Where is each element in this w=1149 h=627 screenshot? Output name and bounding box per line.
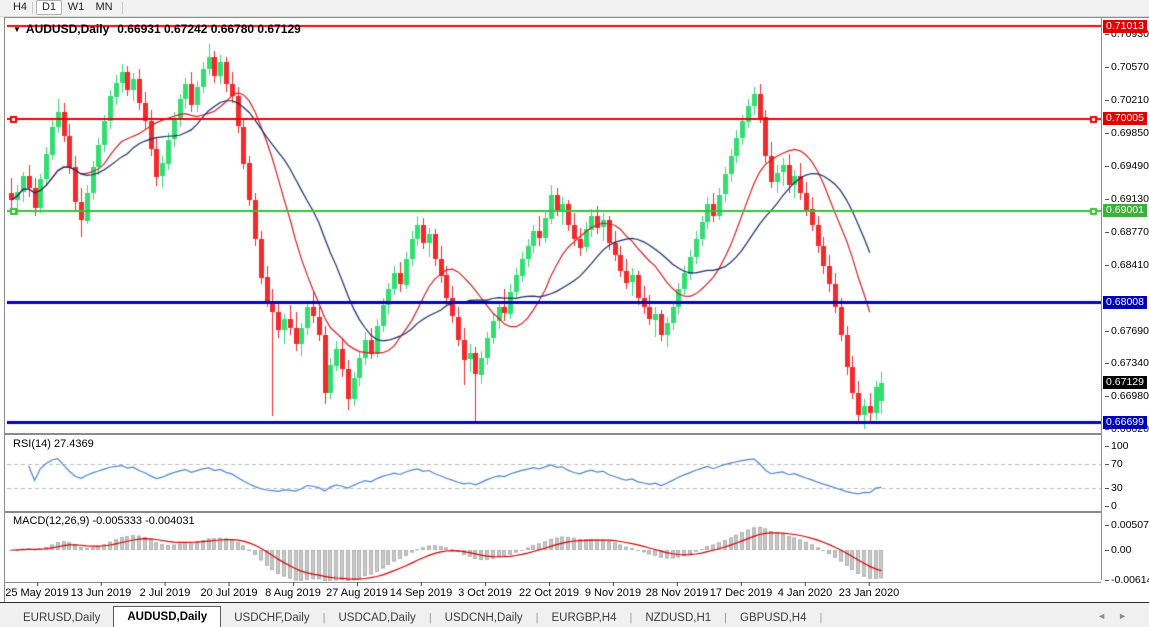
- date-axis-label: 28 Nov 2019: [645, 582, 709, 599]
- date-axis-label: 3 Oct 2019: [458, 582, 512, 599]
- date-axis-label: 17 Dec 2019: [709, 582, 773, 599]
- timeframe-button-D1[interactable]: D1: [36, 0, 62, 15]
- symbol-tab-EURGBP[interactable]: EURGBP,H4: [551, 612, 617, 624]
- symbol-tab-bar: EURUSD,Daily AUDUSD,Daily USDCHF,Daily | USD…: [0, 602, 1149, 627]
- chart-title: ▼ AUDUSD,Daily 0.66931 0.67242 0.66780 0.6…: [13, 22, 301, 36]
- price-axis-separator: [1101, 18, 1102, 580]
- price-level-badge: 0.70005: [1103, 112, 1147, 126]
- symbol-label: AUDUSD,Daily: [25, 22, 110, 36]
- pane-separator[interactable]: [5, 511, 1101, 513]
- symbol-tab-USDCAD[interactable]: USDCAD,Daily: [338, 612, 416, 624]
- date-axis-label: 8 Aug 2019: [265, 582, 321, 599]
- timeframe-button-H4[interactable]: H4: [12, 1, 28, 13]
- symbol-tab-USDCHF[interactable]: USDCHF,Daily: [234, 612, 310, 624]
- pane-separator[interactable]: [5, 433, 1101, 435]
- macd-axis-tick: -0.006148: [1105, 574, 1149, 586]
- tab-scroll-left-icon[interactable]: ◄: [1097, 611, 1119, 621]
- symbol-tab-AUDUSD[interactable]: AUDUSD,Daily: [113, 606, 222, 627]
- symbol-tab-EURUSD[interactable]: EURUSD,Daily: [23, 612, 101, 624]
- price-axis-tick: 0.69130: [1105, 193, 1149, 205]
- rsi-axis-tick: 70: [1105, 458, 1123, 470]
- date-axis-label: 23 Jan 2020: [838, 582, 900, 599]
- chart-window: ▼ AUDUSD,Daily 0.66931 0.67242 0.66780 0.6…: [4, 17, 1149, 603]
- price-axis-tick: 0.69850: [1105, 127, 1149, 139]
- tab-separator: |: [629, 612, 633, 624]
- price-axis-tick: 0.67690: [1105, 325, 1149, 337]
- date-axis: 25 May 2019 13 Jun 2019 2 Jul 2019 20 Jul 2…: [5, 582, 1101, 603]
- date-axis-label: 13 Jun 2019: [70, 582, 132, 599]
- date-axis-label: 22 Oct 2019: [519, 582, 579, 599]
- price-axis-tick: 0.70210: [1105, 94, 1149, 106]
- timeframe-button-MN[interactable]: MN: [95, 1, 113, 13]
- date-axis-label: 9 Nov 2019: [584, 582, 642, 599]
- symbol-tab-NZDUSD[interactable]: NZDUSD,H1: [645, 612, 712, 624]
- price-level-badge: 0.69001: [1103, 204, 1147, 218]
- tab-separator: |: [819, 612, 823, 624]
- price-axis-tick: 0.70570: [1105, 61, 1149, 73]
- rsi-label: RSI(14) 27.4369: [13, 438, 94, 450]
- date-axis-label: 27 Aug 2019: [326, 582, 388, 599]
- macd-label: MACD(12,26,9) -0.005333 -0.004031: [13, 515, 195, 527]
- date-axis-label: 20 Jul 2019: [200, 582, 258, 599]
- date-axis-label: 2 Jul 2019: [139, 582, 191, 599]
- price-axis-tick: 0.67340: [1105, 357, 1149, 369]
- tab-separator: |: [322, 612, 326, 624]
- toolbar-separator: [122, 2, 123, 14]
- tab-separator: |: [428, 612, 432, 624]
- date-axis-label: 25 May 2019: [5, 582, 69, 599]
- symbol-tab-USDCNH[interactable]: USDCNH,Daily: [444, 612, 523, 624]
- symbol-tab-GBPUSD[interactable]: GBPUSD,H4: [740, 612, 807, 624]
- price-level-badge: 0.68008: [1103, 295, 1147, 309]
- rsi-indicator-pane[interactable]: [7, 435, 1101, 511]
- macd-indicator-pane[interactable]: [7, 513, 1101, 581]
- price-axis-tick: 0.68770: [1105, 226, 1149, 238]
- tab-separator: |: [724, 612, 727, 624]
- date-axis-label: 4 Jan 2020: [777, 582, 833, 599]
- price-axis-tick: 0.68410: [1105, 259, 1149, 271]
- macd-axis-tick: 0.00: [1105, 544, 1131, 556]
- price-level-badge: 0.71013: [1103, 19, 1147, 33]
- main-price-chart[interactable]: [7, 18, 1101, 433]
- rsi-axis-tick: 100: [1105, 440, 1129, 452]
- price-axis-tick: 0.69490: [1105, 160, 1149, 172]
- rsi-axis-tick: 0: [1105, 500, 1117, 512]
- tab-scroll-right-icon[interactable]: ►: [1118, 611, 1139, 621]
- timeframe-toolbar: H4 D1 W1 MN: [0, 0, 1149, 17]
- price-axis-tick: 0.66980: [1105, 390, 1149, 402]
- toolbar-separator: [32, 2, 33, 14]
- ohlc-values: 0.66931 0.67242 0.66780 0.67129: [117, 22, 301, 36]
- rsi-axis-tick: 30: [1105, 482, 1123, 494]
- price-level-badge: 0.67129: [1103, 376, 1147, 390]
- price-level-badge: 0.66699: [1103, 415, 1147, 429]
- tab-separator: |: [535, 612, 539, 624]
- symbol-dropdown-icon[interactable]: ▼: [13, 25, 21, 34]
- date-axis-label: 14 Sep 2019: [389, 582, 453, 599]
- timeframe-button-W1[interactable]: W1: [67, 1, 85, 13]
- macd-axis-tick: 0.005076: [1105, 519, 1149, 531]
